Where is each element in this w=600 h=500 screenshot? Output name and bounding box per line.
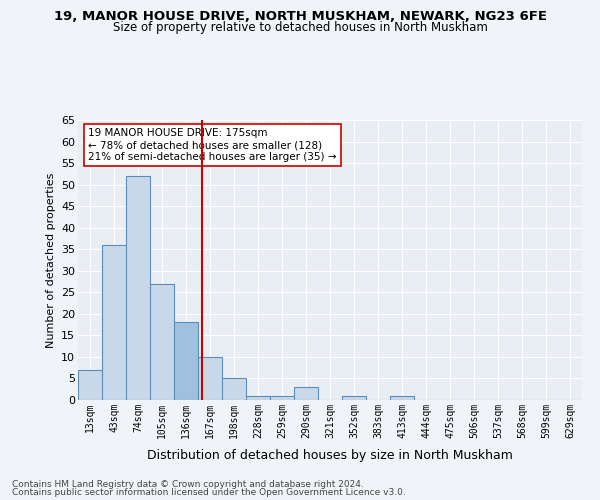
Bar — [150, 284, 174, 400]
Bar — [270, 396, 294, 400]
Text: 19 MANOR HOUSE DRIVE: 175sqm
← 78% of detached houses are smaller (128)
21% of s: 19 MANOR HOUSE DRIVE: 175sqm ← 78% of de… — [88, 128, 337, 162]
Bar — [390, 396, 414, 400]
Bar — [102, 245, 126, 400]
Text: Contains HM Land Registry data © Crown copyright and database right 2024.: Contains HM Land Registry data © Crown c… — [12, 480, 364, 489]
X-axis label: Distribution of detached houses by size in North Muskham: Distribution of detached houses by size … — [147, 449, 513, 462]
Bar — [126, 176, 150, 400]
Bar — [198, 357, 222, 400]
Bar — [342, 396, 366, 400]
Bar — [246, 396, 270, 400]
Text: Contains public sector information licensed under the Open Government Licence v3: Contains public sector information licen… — [12, 488, 406, 497]
Bar — [174, 322, 198, 400]
Text: Size of property relative to detached houses in North Muskham: Size of property relative to detached ho… — [113, 21, 487, 34]
Y-axis label: Number of detached properties: Number of detached properties — [46, 172, 56, 348]
Bar — [294, 387, 318, 400]
Bar — [222, 378, 246, 400]
Bar — [78, 370, 102, 400]
Text: 19, MANOR HOUSE DRIVE, NORTH MUSKHAM, NEWARK, NG23 6FE: 19, MANOR HOUSE DRIVE, NORTH MUSKHAM, NE… — [53, 10, 547, 23]
